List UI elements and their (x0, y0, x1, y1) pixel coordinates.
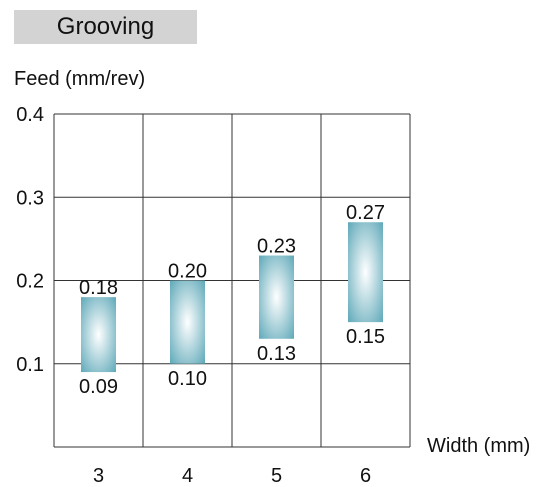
y-tick-labels: 0.4 0.3 0.2 0.1 (16, 104, 44, 376)
x-tick-label: 6 (360, 465, 371, 487)
range-low-label: 0.13 (257, 343, 296, 365)
range-bars (81, 222, 383, 373)
y-tick-label: 0.3 (16, 187, 44, 209)
range-high-label: 0.20 (168, 261, 207, 283)
range-low-label: 0.10 (168, 368, 207, 390)
range-high-label: 0.18 (79, 277, 118, 299)
x-tick-labels: 3 4 5 6 (93, 465, 371, 487)
x-tick-label: 4 (182, 465, 193, 487)
x-tick-label: 3 (93, 465, 104, 487)
range-high-label: 0.23 (257, 236, 296, 258)
y-tick-label: 0.2 (16, 271, 44, 293)
range-bar-3 (81, 297, 116, 373)
y-axis-label: Feed (mm/rev) (14, 68, 145, 90)
section-title: Grooving (56, 13, 155, 40)
section-title-box: Grooving (14, 10, 197, 44)
y-tick-label: 0.4 (16, 104, 44, 126)
range-low-label: 0.09 (79, 376, 118, 398)
range-bar-6 (348, 222, 383, 323)
x-tick-label: 5 (271, 465, 282, 487)
range-value-labels: 0.18 0.09 0.20 0.10 0.23 0.13 0.27 0.15 (79, 202, 385, 398)
range-low-label: 0.15 (346, 326, 385, 348)
range-high-label: 0.27 (346, 202, 385, 224)
range-bar-5 (259, 255, 294, 339)
plot-grid (53, 113, 411, 448)
x-axis-label: Width (mm) (427, 435, 530, 457)
y-tick-label: 0.1 (16, 354, 44, 376)
range-bar-4 (170, 280, 205, 364)
